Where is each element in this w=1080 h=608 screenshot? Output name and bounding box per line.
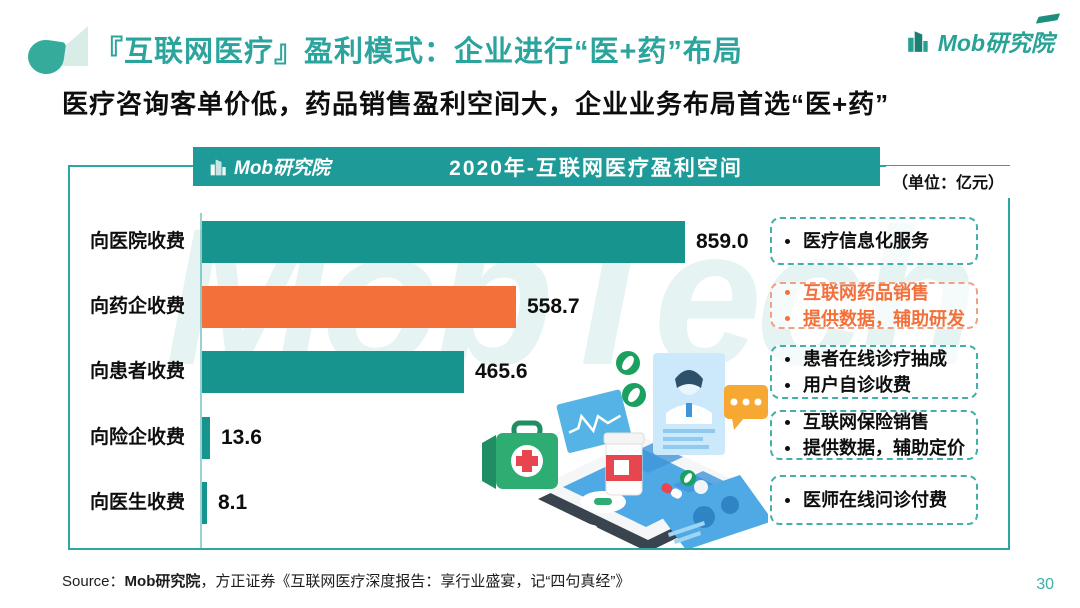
bar-value-label: 13.6 [221, 426, 262, 449]
source-prefix: Source： [62, 573, 125, 590]
annotation-box-patient: 患者在线诊疗抽成 用户自诊收费 [770, 345, 978, 399]
chart-banner: Mob研究院 2020年-互联网医疗盈利空间 [193, 147, 880, 186]
bullet-icon [785, 497, 790, 503]
bar-hospital [202, 221, 685, 263]
annotation-box-pharma: 互联网药品销售 提供数据，辅助研发 [770, 282, 978, 329]
annotation-item: 提供数据，辅助研发 [772, 307, 976, 331]
category-label: 向药企收费 [90, 296, 186, 317]
annotation-box-insurer: 互联网保险销售 提供数据，辅助定价 [770, 410, 978, 460]
source-line: Source：Mob研究院，方正证券《互联网医疗深度报告：享行业盛宴，记“四句真… [62, 570, 630, 591]
category-label: 向险企收费 [90, 427, 186, 448]
y-axis-line [200, 213, 202, 548]
annotation-item: 互联网保险销售 [772, 410, 976, 434]
subtitle: 医疗咨询客单价低，药品销售盈利空间大，企业业务布局首选“医+药” [62, 89, 890, 119]
source-rest: ，方正证券《互联网医疗深度报告：享行业盛宴，记“四句真经”》 [200, 573, 631, 590]
annotation-box-doctor: 医师在线问诊付费 [770, 475, 978, 525]
bullet-icon [785, 356, 790, 362]
annotation-item: 互联网药品销售 [772, 281, 976, 305]
bar-value-label: 558.7 [527, 295, 580, 318]
annotation-box-hospital: 医疗信息化服务 [770, 217, 978, 265]
category-label: 向医院收费 [90, 231, 186, 252]
chart-title: 2020年-互联网医疗盈利空间 [449, 156, 743, 180]
building-icon [907, 31, 928, 52]
bullet-icon [785, 290, 790, 295]
brand-logo: Mob研究院 [906, 13, 1061, 58]
source-brand: Mob研究院 [124, 573, 201, 590]
medical-illustration [482, 351, 768, 548]
bar-row: 向险企收费 13.6 [70, 417, 1008, 459]
page-number: 30 [1036, 576, 1054, 593]
title-decor-icon [25, 24, 88, 77]
grad-cap-icon [1035, 13, 1061, 24]
bar-value-label: 859.0 [696, 230, 749, 253]
building-icon [210, 159, 226, 175]
category-label: 向患者收费 [90, 361, 186, 382]
bar-row: 向患者收费 465.6 [70, 351, 1008, 393]
brand-name: Mob研究院 [937, 30, 1054, 56]
bar-doctor [202, 482, 207, 524]
annotation-item: 医疗信息化服务 [772, 229, 976, 253]
bar-row: 向药企收费 558.7 [70, 286, 1008, 328]
annotation-item: 患者在线诊疗抽成 [772, 347, 976, 371]
banner-brand-logo: Mob研究院 [209, 153, 330, 180]
bullet-icon [785, 445, 790, 451]
bar-pharma [202, 286, 516, 328]
bar-row: 向医生收费 8.1 [70, 482, 1008, 524]
bar-patient [202, 351, 464, 393]
page-title: 『互联网医疗』盈利模式：企业进行“医+药”布局 [94, 36, 743, 68]
bullet-icon [785, 316, 790, 321]
annotation-item: 提供数据，辅助定价 [772, 436, 976, 460]
leaf-shape [25, 37, 67, 77]
banner-brand-name: Mob研究院 [234, 158, 331, 179]
bullet-icon [785, 419, 790, 425]
unit-label: （单位：亿元） [886, 166, 1011, 198]
category-label: 向医生收费 [90, 492, 186, 513]
annotation-item: 医师在线问诊付费 [772, 488, 976, 512]
chart-frame: MobTech 向医院收费 859.0 向药企收费 558.7 向患者收费 46… [68, 165, 1010, 550]
bar-row: 向医院收费 859.0 [70, 221, 1008, 263]
bar-value-label: 465.6 [475, 360, 528, 383]
annotation-item: 用户自诊收费 [772, 373, 976, 397]
bullet-icon [785, 382, 790, 388]
bullet-icon [785, 238, 790, 244]
bar-insurer [202, 417, 210, 459]
bar-value-label: 8.1 [218, 491, 248, 514]
